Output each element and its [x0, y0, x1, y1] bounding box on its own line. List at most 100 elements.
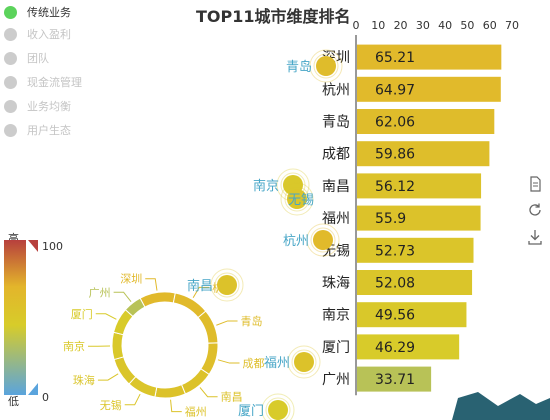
visual-map-max-label: 100 [42, 240, 63, 253]
restore-icon[interactable] [526, 201, 544, 219]
donut-label: 成都 [243, 357, 265, 370]
donut-label: 广州 [89, 286, 111, 299]
bar[interactable] [357, 205, 481, 231]
category-label: 青岛 [322, 115, 350, 131]
donut-slice[interactable] [200, 342, 219, 376]
x-tick-label: 60 [483, 19, 497, 32]
ripple-ring [306, 223, 340, 257]
category-label: 广州 [322, 372, 350, 388]
donut-slice[interactable] [113, 356, 137, 385]
legend-item-revenue-profit[interactable]: 收入盈利 [4, 25, 71, 43]
donut-label: 福州 [185, 405, 207, 419]
donut-slice[interactable] [197, 310, 219, 344]
donut-slice[interactable] [139, 291, 176, 308]
legend-item-label: 用户生态 [27, 124, 71, 137]
bar-value-label: 55.9 [375, 211, 406, 227]
legend-dot-icon [4, 5, 17, 19]
bar-value-label: 56.12 [375, 179, 415, 195]
category-label: 福州 [322, 211, 350, 227]
x-tick-label: 40 [438, 19, 452, 32]
donut-slice[interactable] [180, 368, 210, 395]
donut-label-line [170, 399, 182, 413]
scatter-point[interactable] [313, 230, 333, 250]
legend-dot-icon [4, 123, 17, 137]
donut-label-line [97, 373, 119, 381]
bar[interactable] [357, 109, 495, 134]
legend-item-cashflow[interactable]: 现金流管理 [4, 73, 82, 91]
legend-item-traditional-business[interactable]: 传统业务 [4, 3, 71, 21]
ripple-ring [287, 345, 321, 379]
legend-item-user-ecosystem[interactable]: 用户生态 [4, 121, 71, 139]
bar-value-label: 64.97 [375, 82, 415, 98]
bar[interactable] [357, 302, 467, 328]
legend-item-label: 团队 [27, 52, 49, 65]
category-label: 厦门 [322, 340, 350, 356]
map-island-shape [452, 392, 550, 420]
legend-dot-icon [4, 99, 17, 113]
bar-value-label: 52.73 [375, 243, 415, 259]
ripple-ring [291, 349, 317, 375]
bar[interactable] [357, 141, 490, 167]
category-label: 南昌 [322, 179, 350, 195]
visual-map[interactable]: 高 100 0 低 [0, 228, 63, 408]
donut-label: 南京 [63, 339, 85, 353]
scatter-label: 南京 [253, 178, 279, 194]
donut-label-line [216, 320, 238, 326]
scatter-point[interactable] [287, 189, 307, 209]
category-label: 珠海 [322, 276, 350, 292]
ripple-ring [284, 186, 310, 212]
visual-map-bottom-handle[interactable] [28, 383, 38, 395]
scatter-point[interactable] [217, 275, 237, 295]
donut-slice[interactable] [172, 292, 207, 319]
visual-map-bar[interactable] [4, 240, 40, 395]
visual-map-top-handle[interactable] [28, 240, 38, 252]
x-tick-label: 10 [371, 19, 385, 32]
donut-label-line [124, 393, 141, 406]
bar[interactable] [357, 76, 501, 102]
save-image-icon[interactable] [526, 228, 544, 246]
category-label: 成都 [322, 147, 350, 163]
donut-chart: 深圳杭州青岛成都南昌福州无锡珠海南京厦门广州 [63, 273, 265, 419]
donut-label-line [145, 278, 158, 291]
donut-slice[interactable] [154, 384, 187, 399]
bar[interactable] [357, 44, 502, 70]
bar-value-label: 52.08 [375, 276, 415, 292]
donut-label-line [113, 291, 132, 303]
scatter-point[interactable] [316, 56, 336, 76]
ripple-ring [265, 397, 291, 420]
legend-item-label: 业务均衡 [27, 100, 71, 113]
ripple-ring [261, 393, 295, 420]
bar[interactable] [357, 237, 474, 263]
scatter-label: 南昌 [187, 278, 213, 294]
bar[interactable] [357, 334, 460, 360]
x-tick-label: 50 [460, 19, 474, 32]
donut-label-line [217, 359, 240, 364]
donut-slice[interactable] [124, 297, 146, 318]
scatter-point[interactable] [294, 352, 314, 372]
scatter-label: 青岛 [286, 59, 312, 75]
donut-slice[interactable] [111, 331, 125, 361]
bar[interactable] [357, 270, 473, 295]
bar-value-label: 65.21 [375, 50, 415, 66]
data-view-icon[interactable] [526, 175, 544, 193]
legend-item-team[interactable]: 团队 [4, 49, 49, 67]
visual-map-high-text: 高 [8, 232, 19, 245]
bar[interactable] [357, 173, 482, 199]
ripple-ring [309, 49, 343, 83]
donut-label: 厦门 [71, 307, 93, 321]
x-tick-label: 70 [505, 19, 519, 32]
bar[interactable] [357, 366, 432, 392]
donut-label: 深圳 [120, 273, 142, 286]
scatter-label: 福州 [264, 356, 290, 371]
legend-item-label: 现金流管理 [27, 76, 82, 89]
scatter-point[interactable] [268, 400, 288, 420]
visual-map-min-label: 0 [42, 391, 49, 404]
legend-item-business-balance[interactable]: 业务均衡 [4, 97, 71, 115]
ripple-ring [214, 272, 240, 298]
bar-value-label: 46.29 [375, 340, 415, 356]
donut-label: 南昌 [221, 391, 243, 404]
scatter-label: 杭州 [283, 234, 309, 249]
scatter-label: 厦门 [238, 404, 264, 419]
legend-dot-icon [4, 51, 17, 65]
